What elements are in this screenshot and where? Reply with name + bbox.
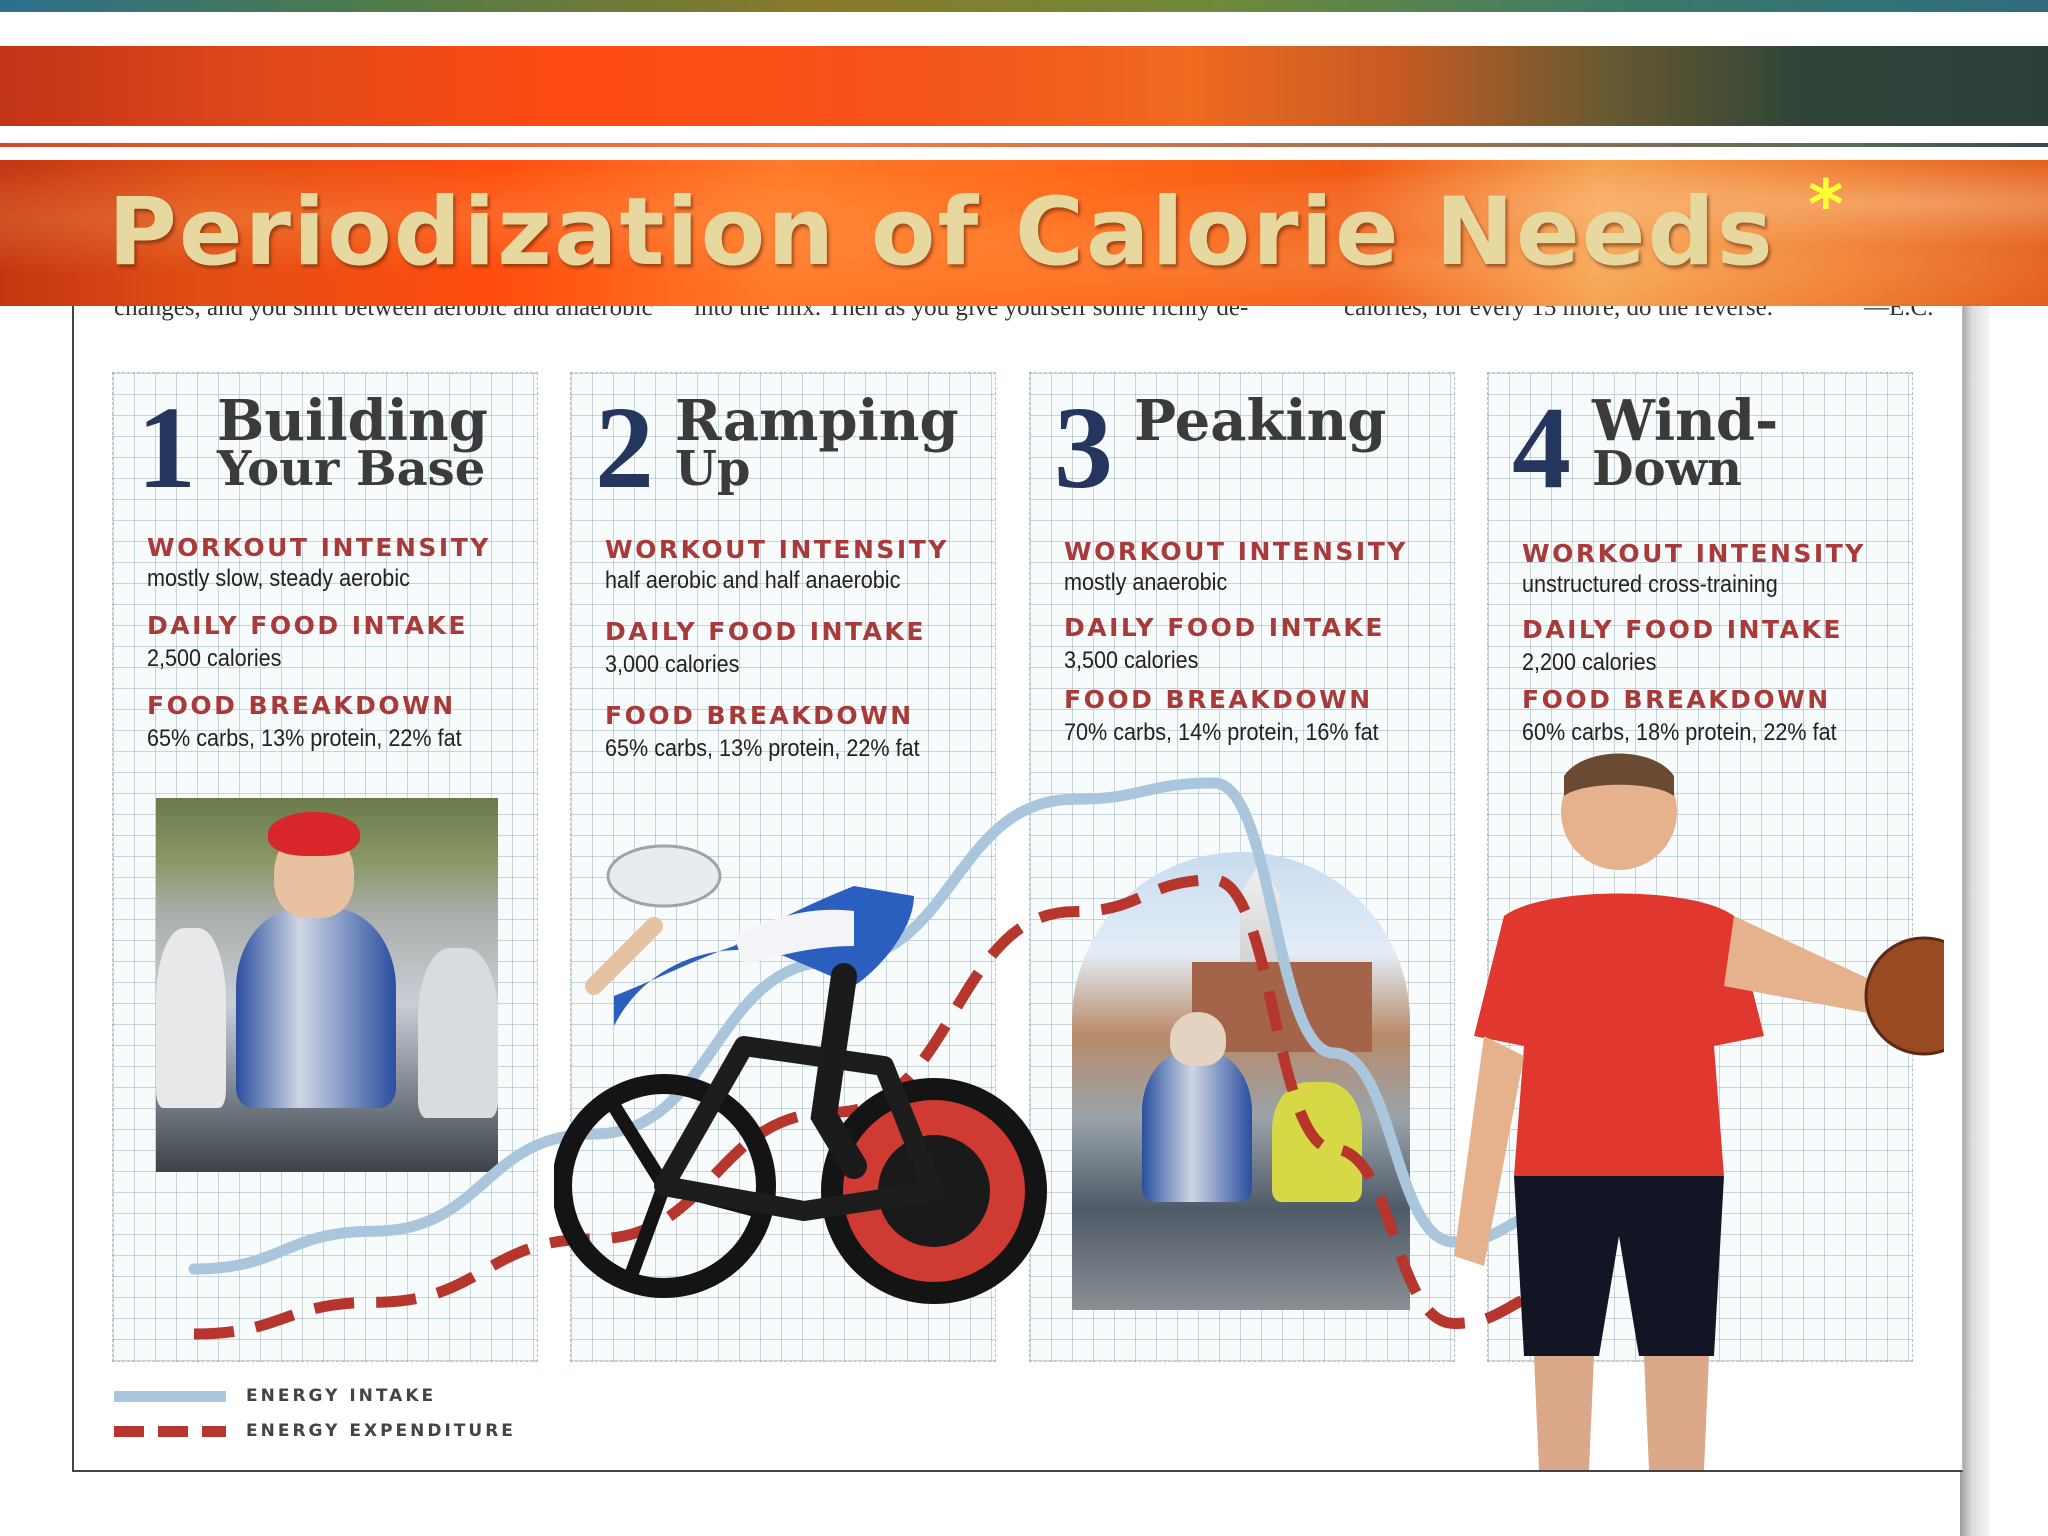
top-decor-band <box>0 0 2048 12</box>
wheel-spoke <box>622 1183 671 1284</box>
workout-intensity-value: mostly slow, steady aerobic <box>147 565 410 592</box>
daily-food-intake-value: 3,500 calories <box>1064 647 1199 674</box>
food-breakdown-value: 65% carbs, 13% protein, 22% fat <box>147 725 462 752</box>
food-breakdown-label: FOOD BREAKDOWN <box>1064 685 1373 714</box>
infographic: changes, and you shift between aerobic a… <box>72 306 1963 1472</box>
food-breakdown-label: FOOD BREAKDOWN <box>147 691 456 720</box>
workout-intensity-value: mostly anaerobic <box>1064 569 1228 596</box>
daily-food-intake-value: 3,000 calories <box>605 651 740 678</box>
stage-number: 2 <box>595 382 654 513</box>
stage-title-line1: Ramping <box>675 388 959 454</box>
page-edge-shadow <box>1960 306 1990 1536</box>
stage-number: 1 <box>137 382 196 513</box>
stage-number: 3 <box>1054 382 1113 513</box>
food-breakdown-value: 60% carbs, 18% protein, 22% fat <box>1522 719 1837 746</box>
food-breakdown-label: FOOD BREAKDOWN <box>605 701 914 730</box>
stage-title-line2: Down <box>1592 441 1742 497</box>
man-left-arm <box>1454 1036 1524 1266</box>
stage-title-line1: Building <box>217 388 488 454</box>
stage-number: 4 <box>1512 382 1571 513</box>
black-shorts <box>1514 1176 1724 1356</box>
workout-intensity-label: WORKOUT INTENSITY <box>605 535 949 564</box>
time-trial-cyclist <box>554 844 1047 1304</box>
rider-helmet <box>1170 1012 1226 1066</box>
red-cap <box>268 812 360 856</box>
man-leg <box>1534 1356 1594 1470</box>
daily-food-intake-value: 2,200 calories <box>1522 649 1657 676</box>
church-steeple <box>1240 862 1280 972</box>
title-asterisk: * <box>1808 166 1844 245</box>
man-leg <box>1644 1356 1709 1470</box>
decor-divider-line <box>0 143 2048 147</box>
daily-food-intake-label: DAILY FOOD INTAKE <box>147 611 468 640</box>
rider-arm <box>585 917 663 995</box>
food-breakdown-label: FOOD BREAKDOWN <box>1522 685 1831 714</box>
background-rider <box>156 928 226 1108</box>
red-jersey <box>1474 893 1764 1176</box>
food-breakdown-value: 70% carbs, 14% protein, 16% fat <box>1064 719 1379 746</box>
daily-food-intake-label: DAILY FOOD INTAKE <box>1522 615 1843 644</box>
workout-intensity-label: WORKOUT INTENSITY <box>147 533 491 562</box>
article-text-fragment: calories, for every 15 more, do the reve… <box>1344 306 1773 321</box>
wheel-spoke <box>608 1102 670 1190</box>
rider-jersey-yellow <box>1272 1082 1362 1202</box>
stage-title: Wind- Down <box>1592 388 1779 497</box>
rider-jersey <box>236 908 396 1108</box>
legend-swatch-expenditure <box>114 1425 226 1437</box>
photo-group-ride <box>156 798 498 1172</box>
legend-swatch-intake <box>114 1390 226 1402</box>
article-byline: —E.C. <box>1864 306 1934 321</box>
rider-jersey <box>1142 1052 1252 1202</box>
daily-food-intake-value: 2,500 calories <box>147 645 282 672</box>
legend-energy-intake: ENERGY INTAKE <box>114 1386 436 1406</box>
outstretched-arm <box>1724 916 1884 1016</box>
article-text-fragment: changes, and you shift between aerobic a… <box>114 306 653 321</box>
daily-food-intake-label: DAILY FOOD INTAKE <box>1064 613 1385 642</box>
background-rider <box>418 948 498 1118</box>
aero-helmet <box>606 844 722 908</box>
stage-title: Building Your Base <box>217 388 488 497</box>
article-text-fragment: into the mix. Then as you give yourself … <box>694 306 1249 321</box>
stage-title-line2: Up <box>675 441 751 497</box>
stage-title-line2: Your Base <box>217 441 486 497</box>
stage-title-line1: Wind- <box>1592 388 1779 454</box>
red-decor-band <box>0 46 2048 126</box>
stage-title: Peaking <box>1134 388 1387 454</box>
daily-food-intake-label: DAILY FOOD INTAKE <box>605 617 926 646</box>
workout-intensity-label: WORKOUT INTENSITY <box>1064 537 1408 566</box>
legend-energy-expenditure: ENERGY EXPENDITURE <box>114 1421 516 1441</box>
basketball <box>1864 936 1944 1056</box>
food-breakdown-value: 65% carbs, 13% protein, 22% fat <box>605 735 920 762</box>
workout-intensity-value: half aerobic and half anaerobic <box>605 567 901 594</box>
stage-title-line1: Peaking <box>1134 388 1387 454</box>
photo-race-peloton <box>1072 852 1410 1310</box>
man-hair <box>1564 753 1674 796</box>
workout-intensity-label: WORKOUT INTENSITY <box>1522 539 1866 568</box>
title-bar <box>0 160 2048 306</box>
stage-title: Ramping Up <box>675 388 959 497</box>
legend-label-intake: ENERGY INTAKE <box>246 1386 437 1406</box>
workout-intensity-value: unstructured cross-training <box>1522 571 1778 598</box>
slide-title: Periodization of Calorie Needs <box>108 178 1775 287</box>
standing-man-with-basketball <box>1454 753 1944 1470</box>
legend-label-expenditure: ENERGY EXPENDITURE <box>246 1421 516 1441</box>
